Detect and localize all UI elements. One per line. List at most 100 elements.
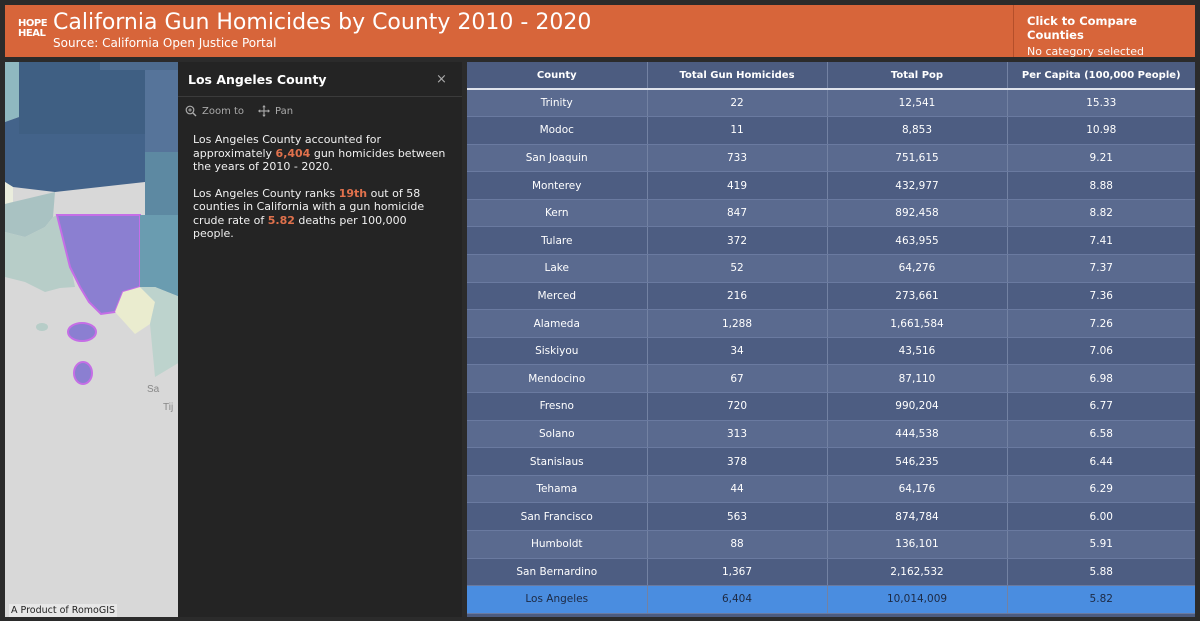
zoom-to-button[interactable]: Zoom to <box>185 105 244 117</box>
cell-county: Stanislaus <box>467 447 648 476</box>
table-row[interactable]: Los Angeles 6,404 10,014,009 5.82 <box>467 585 1195 614</box>
county-shape <box>5 182 13 204</box>
cell-per-capita: 8.82 <box>1007 199 1195 228</box>
popup-paragraph-2: Los Angeles County ranks 19th out of 58 … <box>193 186 425 241</box>
cell-homicides: 313 <box>647 420 828 449</box>
page-title: California Gun Homicides by County 2010 … <box>53 10 592 35</box>
cell-population: 8,853 <box>827 116 1008 145</box>
cell-county: Tulare <box>467 226 648 256</box>
popup-header: Los Angeles County <box>178 62 462 97</box>
pan-button[interactable]: Pan <box>258 105 293 117</box>
zoom-icon <box>185 105 197 117</box>
popup-title: Los Angeles County <box>188 71 327 87</box>
cell-homicides: 563 <box>647 502 828 531</box>
cell-per-capita: 7.41 <box>1007 226 1195 256</box>
column-header-homicides[interactable]: Total Gun Homicides <box>647 62 828 90</box>
table-row[interactable]: San Joaquin 733 751,615 9.21 <box>467 144 1195 173</box>
cell-per-capita: 5.82 <box>1007 585 1195 614</box>
table-row[interactable]: Lake 52 64,276 7.37 <box>467 254 1195 283</box>
cell-homicides: 419 <box>647 171 828 200</box>
cell-homicides: 733 <box>647 144 828 173</box>
cell-per-capita: 6.44 <box>1007 447 1195 476</box>
source-subtitle: Source: California Open Justice Portal <box>53 36 277 50</box>
close-icon[interactable]: × <box>436 72 447 87</box>
cell-homicides: 6,404 <box>647 585 828 614</box>
table-row[interactable]: Merced 216 273,661 7.36 <box>467 282 1195 311</box>
table-row[interactable]: Mendocino 67 87,110 6.98 <box>467 364 1195 394</box>
column-header-county[interactable]: County <box>467 62 648 90</box>
island-shape <box>67 322 97 342</box>
cell-county: Tehama <box>467 475 648 504</box>
cell-population: 463,955 <box>827 226 1008 256</box>
cell-per-capita: 5.91 <box>1007 530 1195 559</box>
table-row[interactable]: Tehama 44 64,176 6.29 <box>467 475 1195 504</box>
cell-per-capita: 5.88 <box>1007 558 1195 587</box>
cell-population: 874,784 <box>827 502 1008 531</box>
cell-county: Los Angeles <box>467 585 648 614</box>
cell-homicides: 11 <box>647 116 828 145</box>
island-shape <box>73 361 93 385</box>
cell-per-capita: 6.00 <box>1007 502 1195 531</box>
cell-homicides: 44 <box>647 475 828 504</box>
map-label: Sa <box>147 384 160 395</box>
cell-population: 2,162,532 <box>827 558 1008 587</box>
table-row[interactable]: Siskiyou 34 43,516 7.06 <box>467 337 1195 366</box>
cell-county: San Joaquin <box>467 144 648 173</box>
table-row[interactable]: Fresno 720 990,204 6.77 <box>467 392 1195 421</box>
county-shape <box>140 215 180 297</box>
map-attribution: A Product of RomoGIS <box>9 604 118 617</box>
popup-paragraph-1: Los Angeles County accounted for approxi… <box>193 133 446 173</box>
table-row[interactable]: Kern 847 892,458 8.82 <box>467 199 1195 228</box>
cell-county: Siskiyou <box>467 337 648 366</box>
table-row[interactable]: Monterey 419 432,977 8.88 <box>467 171 1195 200</box>
data-table: County Total Gun Homicides Total Pop Per… <box>467 62 1195 614</box>
table-row[interactable]: Alameda 1,288 1,661,584 7.26 <box>467 309 1195 338</box>
cell-population: 87,110 <box>827 364 1008 394</box>
pan-icon <box>258 105 271 117</box>
cell-per-capita: 6.58 <box>1007 420 1195 449</box>
cell-county: Mendocino <box>467 364 648 394</box>
table-row[interactable]: Solano 313 444,538 6.58 <box>467 420 1195 449</box>
cell-county: Alameda <box>467 309 648 338</box>
cell-population: 136,101 <box>827 530 1008 559</box>
cell-per-capita: 9.21 <box>1007 144 1195 173</box>
county-shape <box>5 215 75 292</box>
table-row[interactable]: Stanislaus 378 546,235 6.44 <box>467 447 1195 476</box>
cell-county: Fresno <box>467 392 648 421</box>
county-shape <box>115 287 155 334</box>
cell-population: 751,615 <box>827 144 1008 173</box>
cell-per-capita: 10.98 <box>1007 116 1195 145</box>
table-row[interactable]: Humboldt 88 136,101 5.91 <box>467 530 1195 559</box>
county-shape <box>5 62 19 122</box>
cell-per-capita: 8.88 <box>1007 171 1195 200</box>
county-table[interactable]: County Total Gun Homicides Total Pop Per… <box>467 62 1195 617</box>
island-shape <box>19 265 25 269</box>
cell-population: 432,977 <box>827 171 1008 200</box>
compare-title: Click to Compare Counties <box>1027 14 1137 42</box>
table-row[interactable]: San Francisco 563 874,784 6.00 <box>467 502 1195 531</box>
cell-per-capita: 15.33 <box>1007 89 1195 118</box>
table-row[interactable]: Modoc 11 8,853 10.98 <box>467 116 1195 145</box>
county-shape <box>140 287 180 377</box>
popup-actions: Zoom to Pan <box>178 97 462 125</box>
cell-population: 1,661,584 <box>827 309 1008 338</box>
cell-county: San Francisco <box>467 502 648 531</box>
island-shape <box>36 323 48 331</box>
table-row[interactable]: Trinity 22 12,541 15.33 <box>467 89 1195 118</box>
crude-rate: 5.82 <box>267 213 295 227</box>
cell-county: Humboldt <box>467 530 648 559</box>
cell-population: 546,235 <box>827 447 1008 476</box>
column-header-per-capita[interactable]: Per Capita (100,000 People) <box>1007 62 1195 90</box>
cell-homicides: 67 <box>647 364 828 394</box>
table-row[interactable]: San Bernardino 1,367 2,162,532 5.88 <box>467 558 1195 587</box>
compare-counties-button[interactable]: Click to Compare Counties No category se… <box>1013 5 1195 58</box>
cell-homicides: 22 <box>647 89 828 118</box>
county-popup: Los Angeles County × Zoom to Pan <box>178 62 462 617</box>
cell-county: Kern <box>467 199 648 228</box>
column-header-population[interactable]: Total Pop <box>827 62 1008 90</box>
cell-population: 444,538 <box>827 420 1008 449</box>
table-row[interactable]: Tulare 372 463,955 7.41 <box>467 226 1195 256</box>
county-shape <box>145 70 180 152</box>
cell-county: Modoc <box>467 116 648 145</box>
cell-county: Trinity <box>467 89 648 118</box>
